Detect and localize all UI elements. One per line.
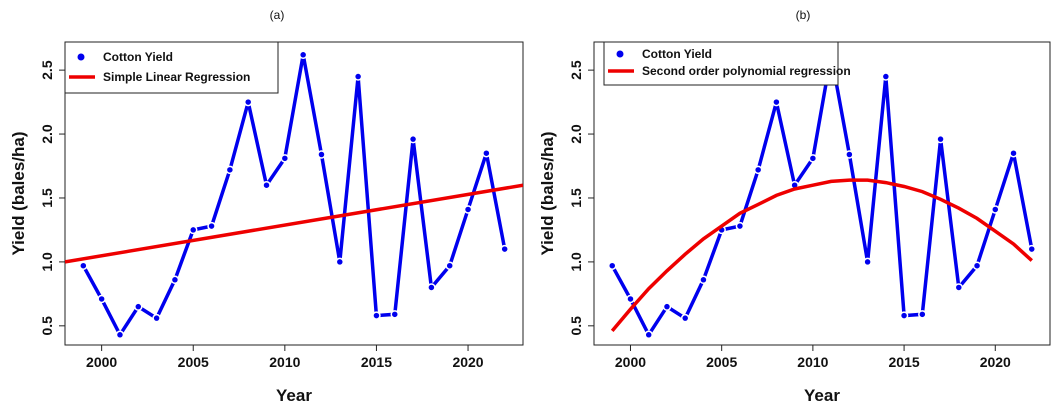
data-point bbox=[207, 221, 216, 231]
chart-title: (b) bbox=[796, 8, 811, 22]
data-point bbox=[262, 180, 271, 190]
data-point bbox=[482, 148, 491, 158]
data-point bbox=[972, 261, 982, 270]
x-tick-label: 2010 bbox=[269, 354, 300, 370]
x-tick-label: 2000 bbox=[86, 354, 117, 370]
y-tick-label: 1.5 bbox=[568, 188, 584, 208]
y-tick-label: 0.5 bbox=[39, 316, 55, 336]
legend-label: Simple Linear Regression bbox=[103, 70, 250, 84]
series-line bbox=[81, 54, 507, 339]
data-point bbox=[408, 134, 418, 144]
y-axis-label: Yield (bales/ha) bbox=[9, 131, 28, 255]
data-point bbox=[644, 330, 653, 340]
data-point bbox=[954, 283, 964, 292]
x-tick-label: 2010 bbox=[797, 354, 828, 370]
y-tick-label: 1.0 bbox=[39, 252, 55, 272]
data-point bbox=[152, 313, 161, 323]
data-point bbox=[881, 72, 891, 81]
y-tick-label: 1.0 bbox=[568, 252, 584, 272]
data-point bbox=[1027, 244, 1037, 254]
data-point bbox=[918, 310, 927, 319]
data-point bbox=[463, 205, 473, 214]
data-point bbox=[115, 330, 125, 340]
data-point bbox=[225, 165, 235, 175]
x-tick-label: 2020 bbox=[452, 354, 483, 370]
data-point bbox=[626, 294, 635, 304]
data-point bbox=[170, 275, 180, 285]
y-tick-label: 2.5 bbox=[568, 60, 584, 80]
data-point bbox=[500, 244, 509, 254]
data-point bbox=[243, 97, 253, 107]
legend-label: Second order polynomial regression bbox=[642, 64, 851, 78]
data-point bbox=[680, 313, 690, 323]
data-point bbox=[445, 261, 454, 270]
data-point bbox=[607, 261, 617, 270]
x-axis-label: Year bbox=[804, 386, 840, 405]
data-point bbox=[353, 72, 363, 81]
data-point bbox=[735, 221, 745, 231]
y-tick-label: 0.5 bbox=[568, 316, 584, 336]
data-point bbox=[699, 275, 708, 285]
y-tick-label: 2.5 bbox=[39, 60, 55, 80]
series-line bbox=[610, 54, 1034, 339]
data-point bbox=[280, 154, 290, 163]
plot-frame bbox=[64, 41, 524, 346]
data-point bbox=[317, 150, 326, 159]
y-axis-label: Yield (bales/ha) bbox=[538, 131, 557, 255]
data-point bbox=[79, 261, 88, 270]
legend-label: Cotton Yield bbox=[642, 47, 712, 61]
x-tick-label: 2015 bbox=[361, 354, 392, 370]
data-point bbox=[845, 150, 854, 159]
x-tick-label: 2005 bbox=[178, 354, 209, 370]
data-point bbox=[298, 50, 308, 60]
x-axis-label: Year bbox=[276, 386, 312, 405]
data-point bbox=[899, 311, 909, 320]
y-tick-label: 2.0 bbox=[568, 124, 584, 144]
y-tick-label: 2.0 bbox=[39, 124, 55, 144]
data-point bbox=[863, 257, 872, 267]
x-tick-label: 2005 bbox=[706, 354, 737, 370]
data-point bbox=[991, 205, 1000, 214]
data-point bbox=[662, 302, 672, 311]
data-point bbox=[188, 225, 198, 235]
data-point bbox=[372, 311, 381, 320]
legend-label: Cotton Yield bbox=[103, 50, 173, 64]
x-tick-label: 2015 bbox=[889, 354, 920, 370]
data-point bbox=[772, 97, 781, 107]
x-tick-label: 2020 bbox=[980, 354, 1011, 370]
chart-title: (a) bbox=[270, 8, 285, 22]
legend-box bbox=[64, 41, 279, 94]
y-tick-label: 1.5 bbox=[39, 188, 55, 208]
series-line bbox=[610, 178, 1033, 333]
data-point bbox=[427, 283, 436, 292]
data-point bbox=[97, 294, 106, 304]
data-point bbox=[808, 154, 818, 163]
data-point bbox=[335, 257, 345, 267]
data-point bbox=[753, 165, 763, 175]
legend-marker bbox=[77, 53, 85, 61]
data-point bbox=[390, 310, 400, 319]
plot-frame bbox=[593, 41, 1051, 346]
data-point bbox=[134, 302, 143, 311]
series-line bbox=[65, 183, 523, 264]
x-tick-label: 2000 bbox=[615, 354, 646, 370]
legend-box bbox=[603, 41, 839, 86]
data-point bbox=[1009, 148, 1018, 158]
legend-marker bbox=[616, 50, 624, 58]
data-point bbox=[936, 134, 945, 144]
